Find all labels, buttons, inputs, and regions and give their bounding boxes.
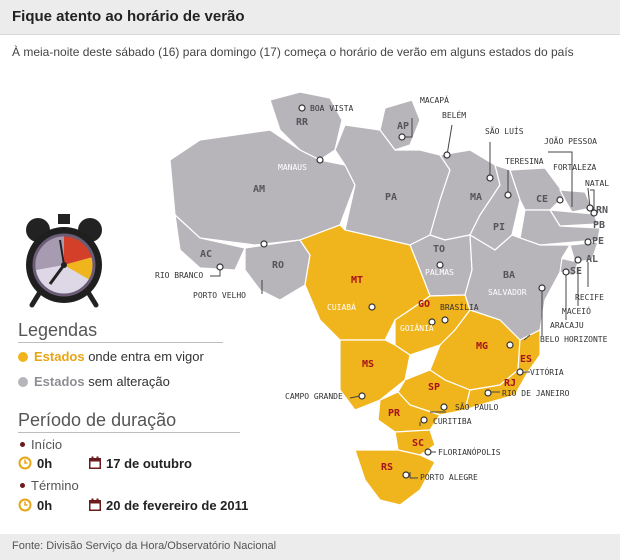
state-labels-dst: MT GO MS MG ES SP RJ PR SC RS: [351, 275, 532, 473]
label-mg: MG: [476, 341, 488, 352]
city-goiania: GOIÂNIA: [400, 322, 434, 333]
clock-icon: [18, 498, 32, 512]
city-fortaleza: FORTALEZA: [553, 163, 597, 172]
legend-no-change-text: sem alteração: [88, 374, 170, 389]
city-joao-pessoa: JOÃO PESSOA: [544, 136, 597, 146]
city-campo-grande: CAMPO GRANDE: [285, 392, 343, 401]
end-time: 0h: [37, 498, 53, 513]
city-markers: [216, 104, 598, 479]
city-manaus: MANAUS: [278, 163, 307, 172]
legend-no-change: Estados sem alteração: [18, 374, 170, 389]
state-rn: [558, 189, 593, 213]
state-rs: [354, 449, 436, 506]
state-labels-grey: RR AP AM PA MA CE RN PB PE AL SE PI TO B…: [200, 117, 608, 281]
legend-dst-swatch: [18, 352, 28, 362]
city-recife: RECIFE: [575, 293, 604, 302]
label-ms: MS: [362, 359, 374, 370]
city-labels: BOA VISTA MACAPÁ BELÉM SÃO LUÍS JOÃO PES…: [155, 94, 609, 482]
legend-dst-text: onde entra em vigor: [88, 349, 204, 364]
legend-dst-strong: Estados: [34, 349, 85, 364]
header-bar: Fique atento ao horário de verão: [0, 0, 620, 35]
period-divider: [18, 432, 240, 433]
period-title: Período de duração: [18, 410, 177, 430]
legend-dst: Estados onde entra em vigor: [18, 349, 204, 364]
city-sao-paulo: SÃO PAULO: [455, 402, 499, 412]
city-natal: NATAL: [585, 179, 609, 188]
label-ba: BA: [503, 270, 515, 281]
label-rr: RR: [296, 117, 309, 128]
calendar-icon: [89, 456, 101, 469]
label-ro: RO: [272, 260, 284, 271]
city-curitiba: CURITIBA: [433, 417, 472, 426]
city-cuiaba: CUIABÁ: [327, 301, 356, 312]
label-am: AM: [253, 184, 265, 195]
city-brasilia: BRASÍLIA: [440, 301, 479, 312]
label-ma: MA: [470, 192, 482, 203]
label-pe: PE: [592, 236, 604, 247]
label-sp: SP: [428, 382, 440, 393]
label-rs: RS: [381, 462, 393, 473]
label-rn: RN: [596, 205, 608, 216]
city-boa-vista: BOA VISTA: [310, 104, 354, 113]
source-text: Fonte: Divisão Serviço da Hora/Observató…: [12, 540, 277, 552]
city-aracaju: ARACAJU: [550, 321, 584, 330]
start-label: Início: [20, 437, 62, 452]
legend-no-change-swatch: [18, 377, 28, 387]
label-es: ES: [520, 354, 532, 365]
alarm-clock-icon: [26, 214, 102, 308]
label-ac: AC: [200, 249, 212, 260]
legend-no-change-strong: Estados: [34, 374, 85, 389]
state-es: [517, 329, 541, 373]
brazil-map: RR AP AM PA MA CE RN PB PE AL SE PI TO B…: [155, 91, 609, 506]
city-belem: BELÉM: [442, 109, 466, 120]
city-rio-branco: RIO BRANCO: [155, 271, 203, 280]
source-bar: Fonte: Divisão Serviço da Hora/Observató…: [0, 534, 620, 560]
city-belo-horizonte: BELO HORIZONTE: [540, 335, 608, 344]
city-porto-velho: PORTO VELHO: [193, 291, 246, 300]
start-date: 17 de outubro: [106, 456, 192, 471]
subtitle: À meia-noite deste sábado (16) para domi…: [12, 45, 574, 59]
label-rj: RJ: [504, 378, 516, 389]
state-ac: [174, 213, 246, 271]
label-ap: AP: [397, 121, 409, 132]
end-label: Término: [20, 478, 79, 493]
label-se: SE: [570, 266, 582, 277]
start-time: 0h: [37, 456, 53, 471]
label-go: GO: [418, 299, 430, 310]
label-mt: MT: [351, 275, 363, 286]
city-salvador: SALVADOR: [488, 288, 527, 297]
city-florianopolis: FLORIANÓPOLIS: [438, 446, 501, 457]
label-pa: PA: [385, 192, 397, 203]
city-labels-light: MANAUS PALMAS SALVADOR CUIABÁ GOIÂNIA: [278, 163, 527, 333]
label-ce: CE: [536, 194, 548, 205]
city-teresina: TERESINA: [505, 157, 544, 166]
state-rj: [464, 369, 529, 411]
city-sao-luis: SÃO LUÍS: [485, 125, 524, 136]
label-pr: PR: [388, 408, 401, 419]
city-palmas: PALMAS: [425, 268, 454, 277]
city-maceio: MACEIÓ: [562, 305, 591, 316]
legend-title: Legendas: [18, 320, 98, 340]
label-pb: PB: [593, 220, 605, 231]
city-vitoria: VITÓRIA: [530, 366, 564, 377]
label-al: AL: [586, 254, 598, 265]
legend-divider: [18, 342, 223, 343]
label-pi: PI: [493, 222, 505, 233]
city-porto-alegre: PORTO ALEGRE: [420, 473, 478, 482]
city-macapa: MACAPÁ: [420, 94, 449, 105]
page-title: Fique atento ao horário de verão: [12, 8, 245, 25]
label-sc: SC: [412, 438, 424, 449]
city-rio-de-janeiro: RIO DE JANEIRO: [502, 389, 570, 398]
clock-icon: [18, 456, 32, 470]
label-to: TO: [433, 244, 445, 255]
end-date: 20 de fevereiro de 2011: [106, 498, 249, 513]
calendar-icon: [89, 498, 101, 511]
